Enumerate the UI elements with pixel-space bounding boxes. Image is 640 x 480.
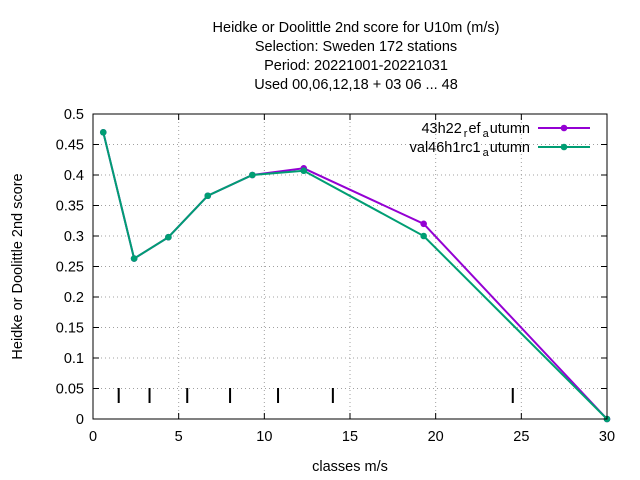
series-0 [99,129,611,423]
grid [93,114,607,419]
x-tick-label-6: 30 [599,429,615,445]
title-line-4: Used 00,06,12,18 + 03 06 ... 48 [254,77,458,93]
y-tick-label-3: 0.15 [56,321,84,337]
series-1-point-4 [249,171,256,179]
x-tick-label-2: 10 [256,429,272,445]
series-1-point-2 [165,233,172,241]
y-tick-label-1: 0.05 [56,382,84,398]
x-tick-labels: 0 5 10 15 20 25 30 [89,429,615,445]
y-tick-label-0: 0 [76,412,84,428]
chart-title: Heidke or Doolittle 2nd score for U10m (… [213,20,500,93]
legend-marker-1 [560,143,568,151]
legend-label-0: 43h22 ref autumn [421,121,530,140]
series-line-1 [102,132,608,420]
x-tick-label-3: 15 [342,429,358,445]
legend-marker-0 [560,124,568,132]
y-tick-label-4: 0.2 [64,290,84,306]
series-1 [99,129,611,423]
y-tick-label-8: 0.4 [64,168,84,184]
series-0-point-6 [420,220,427,228]
y-tick-label-2: 0.1 [64,351,84,367]
title-line-3: Period: 20221001-20221031 [264,58,448,74]
y-tick-label-10: 0.5 [64,107,84,123]
title-line-1: Heidke or Doolittle 2nd score for U10m (… [213,20,500,36]
x-tick-label-4: 20 [428,429,444,445]
series-1-point-5 [300,167,308,175]
title-line-2: Selection: Sweden 172 stations [255,39,457,55]
y-tick-label-7: 0.35 [56,199,84,215]
series-line-0 [102,132,608,420]
series-1-point-6 [420,232,427,240]
y-tick-label-5: 0.25 [56,260,84,276]
series-1-point-1 [130,255,138,262]
x-axis-label: classes m/s [312,459,388,475]
x-tick-label-0: 0 [89,429,97,445]
series-layer [99,129,611,423]
class-markers [117,388,514,403]
legend-label-1: val46h1rc1 autumn [410,140,530,159]
series-1-point-0 [99,129,107,136]
y-axis-label: Heidke or Doolittle 2nd score [10,173,26,359]
y-tick-label-6: 0.3 [64,229,84,245]
y-tick-labels: 0 0.05 0.1 0.15 0.2 0.25 0.3 0.35 0.4 0.45 0.5 [56,107,84,428]
x-tick-label-1: 5 [175,429,183,445]
x-tick-label-5: 25 [513,429,529,445]
axis-ticks [92,113,608,420]
y-tick-label-9: 0.45 [56,138,84,154]
series-1-point-3 [204,192,212,200]
